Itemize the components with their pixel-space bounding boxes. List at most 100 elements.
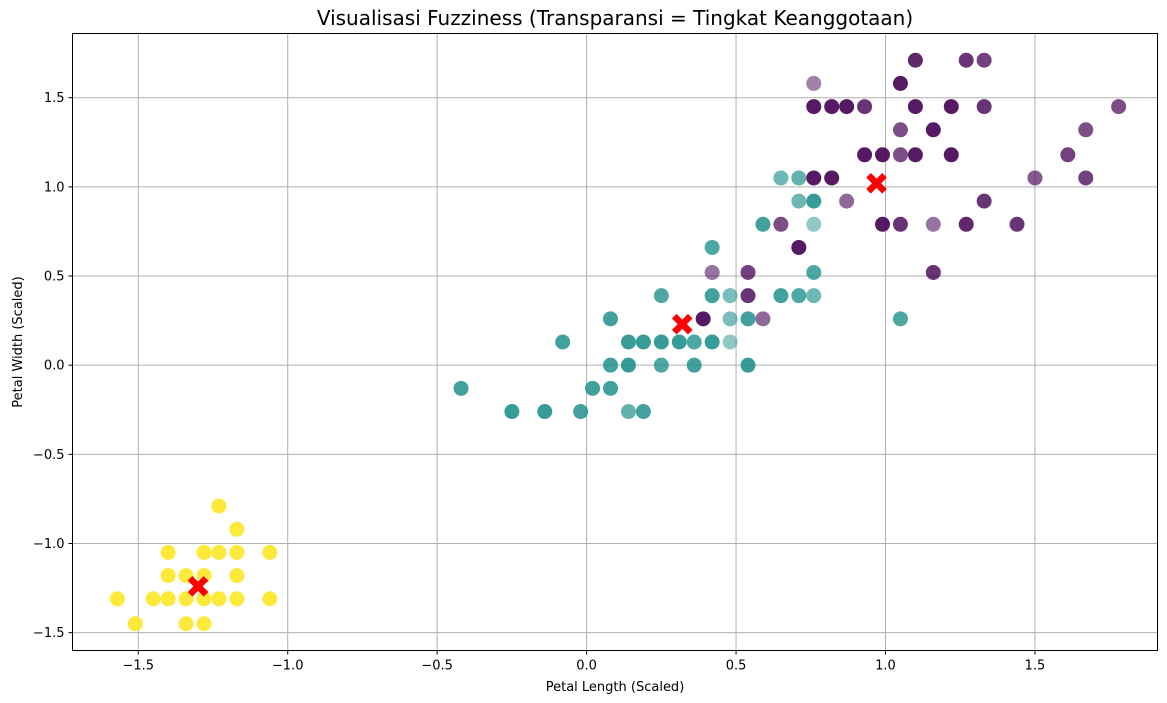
data-point-cluster-1 — [504, 404, 520, 420]
data-point-cluster-2 — [806, 99, 822, 115]
data-point-cluster-2 — [907, 147, 923, 163]
data-point-cluster-2 — [976, 52, 992, 68]
data-point-cluster-2 — [824, 170, 840, 186]
data-point-cluster-1 — [635, 334, 651, 350]
data-point-cluster-2 — [976, 193, 992, 209]
data-point-cluster-2 — [892, 75, 908, 91]
data-point-cluster-0 — [160, 568, 176, 584]
data-point-cluster-1 — [740, 311, 756, 327]
data-point-cluster-2 — [839, 193, 855, 209]
data-point-cluster-0 — [196, 616, 212, 632]
data-point-cluster-0 — [160, 544, 176, 560]
data-point-cluster-1 — [686, 357, 702, 373]
data-point-cluster-1 — [773, 288, 789, 304]
data-point-cluster-1 — [791, 193, 807, 209]
cluster-center-marker — [671, 313, 693, 335]
data-point-cluster-1 — [620, 404, 636, 420]
data-point-cluster-1 — [653, 334, 669, 350]
data-point-cluster-2 — [806, 75, 822, 91]
y-tick-label: −1.0 — [33, 537, 65, 552]
data-point-cluster-2 — [1009, 216, 1025, 232]
data-point-cluster-1 — [573, 404, 589, 420]
data-point-cluster-2 — [892, 216, 908, 232]
data-point-cluster-1 — [555, 334, 571, 350]
data-point-cluster-1 — [806, 288, 822, 304]
y-tick-label: −0.5 — [33, 448, 65, 463]
data-point-cluster-1 — [620, 357, 636, 373]
data-point-cluster-2 — [943, 99, 959, 115]
data-point-cluster-1 — [603, 380, 619, 396]
data-point-cluster-0 — [211, 591, 227, 607]
data-point-cluster-0 — [229, 521, 245, 537]
data-point-cluster-1 — [722, 311, 738, 327]
x-tick-label: 1.5 — [1025, 659, 1046, 674]
data-point-cluster-2 — [925, 264, 941, 280]
data-point-cluster-1 — [806, 264, 822, 280]
data-point-cluster-1 — [722, 288, 738, 304]
data-point-cluster-2 — [791, 239, 807, 255]
data-point-cluster-0 — [196, 591, 212, 607]
grid-lines — [72, 33, 1158, 651]
data-point-cluster-1 — [773, 170, 789, 186]
data-point-cluster-2 — [875, 147, 891, 163]
data-point-cluster-2 — [1027, 170, 1043, 186]
data-point-cluster-1 — [603, 311, 619, 327]
data-point-cluster-1 — [653, 288, 669, 304]
data-point-cluster-2 — [892, 122, 908, 138]
data-point-cluster-1 — [791, 288, 807, 304]
x-tick-label: 0.5 — [726, 659, 747, 674]
data-point-cluster-1 — [537, 404, 553, 420]
data-point-cluster-1 — [704, 288, 720, 304]
data-point-cluster-2 — [695, 311, 711, 327]
y-tick-label: 0.5 — [44, 270, 65, 285]
data-point-cluster-1 — [585, 380, 601, 396]
data-point-cluster-0 — [211, 498, 227, 514]
data-point-cluster-2 — [1111, 99, 1127, 115]
x-axis-label: Petal Length (Scaled) — [546, 680, 685, 695]
x-tick-label: −1.0 — [272, 659, 304, 674]
chart-title: Visualisasi Fuzziness (Transparansi = Ti… — [317, 6, 913, 30]
cluster-centers — [187, 172, 887, 597]
x-tick-label: 0.0 — [576, 659, 597, 674]
data-point-cluster-0 — [196, 568, 212, 584]
data-point-cluster-1 — [722, 334, 738, 350]
data-point-cluster-2 — [907, 99, 923, 115]
data-point-cluster-2 — [740, 288, 756, 304]
data-point-cluster-2 — [857, 147, 873, 163]
data-point-cluster-2 — [1078, 170, 1094, 186]
data-point-cluster-2 — [704, 264, 720, 280]
data-point-cluster-0 — [229, 568, 245, 584]
data-point-cluster-1 — [740, 357, 756, 373]
data-point-cluster-1 — [453, 380, 469, 396]
data-point-cluster-1 — [806, 216, 822, 232]
data-point-cluster-2 — [773, 216, 789, 232]
data-point-cluster-1 — [653, 357, 669, 373]
y-axis-label: Petal Width (Scaled) — [11, 276, 26, 407]
y-tick-label: 1.5 — [44, 91, 65, 106]
data-point-cluster-1 — [635, 404, 651, 420]
axis-ticks: −1.5 −1.0 −0.5 0.0 0.5 1.0 1.5 −1.5 −1.0 −0.5 0.0 0… — [33, 91, 1045, 673]
data-point-cluster-0 — [178, 591, 194, 607]
data-point-cluster-1 — [755, 216, 771, 232]
x-tick-label: 1.0 — [875, 659, 896, 674]
data-point-cluster-2 — [875, 216, 891, 232]
data-point-cluster-0 — [229, 544, 245, 560]
data-point-cluster-2 — [892, 147, 908, 163]
data-point-cluster-0 — [160, 591, 176, 607]
x-tick-label: −1.5 — [122, 659, 154, 674]
data-point-cluster-1 — [806, 193, 822, 209]
data-point-cluster-1 — [791, 170, 807, 186]
cluster-center-marker — [866, 172, 887, 194]
data-point-cluster-1 — [603, 357, 619, 373]
cluster-center-marker — [187, 576, 209, 597]
data-point-cluster-0 — [145, 591, 161, 607]
data-point-cluster-0 — [127, 616, 143, 632]
data-point-cluster-2 — [925, 216, 941, 232]
data-point-cluster-0 — [178, 616, 194, 632]
data-point-cluster-2 — [907, 52, 923, 68]
data-point-cluster-2 — [806, 170, 822, 186]
data-points — [109, 52, 1127, 632]
data-point-cluster-2 — [740, 264, 756, 280]
data-point-cluster-2 — [1078, 122, 1094, 138]
